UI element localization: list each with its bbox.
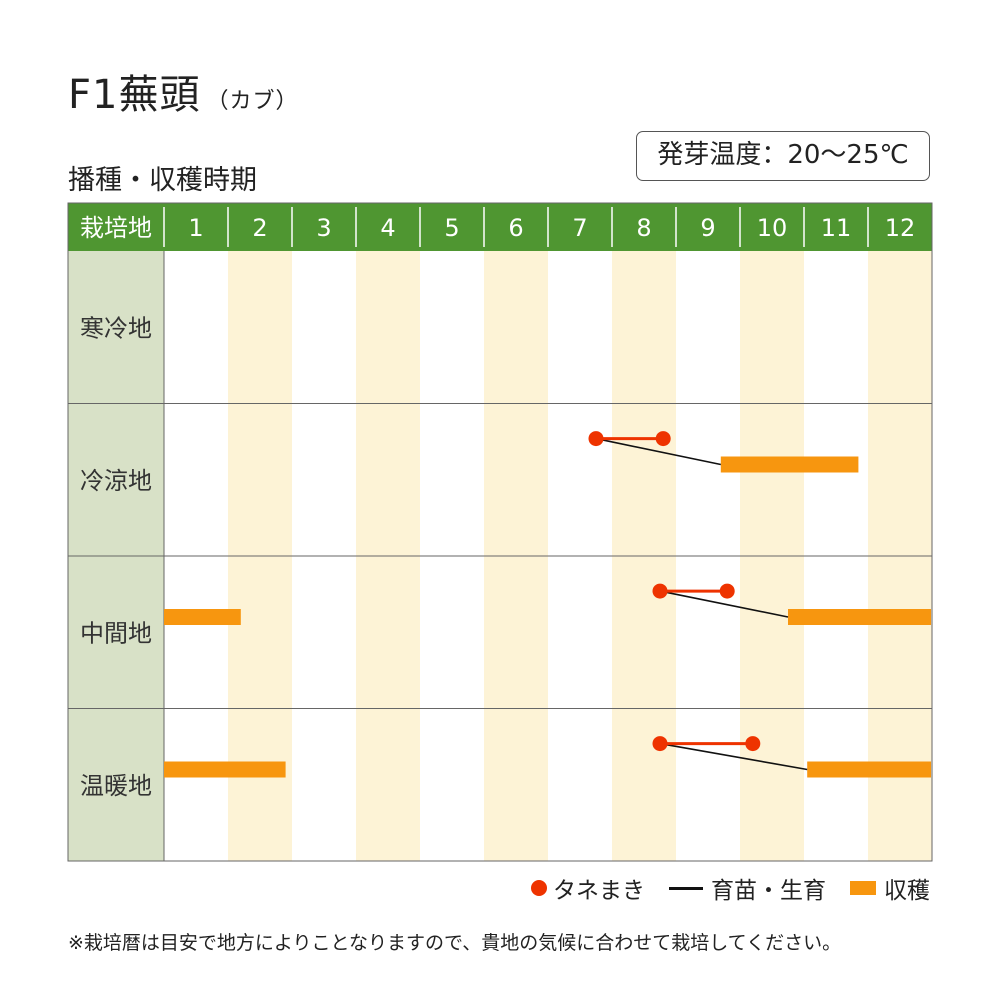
- region-label: 中間地: [80, 619, 152, 647]
- legend-sowing: タネまき: [531, 871, 645, 905]
- legend: タネまき 育苗・生育 収穫: [507, 871, 930, 905]
- sowing-start-dot: [652, 736, 668, 752]
- month-label-11: 11: [821, 214, 852, 242]
- harvest-bar: [164, 761, 286, 778]
- harvest-bar: [807, 761, 931, 778]
- sowing-start-dot: [652, 583, 668, 599]
- month-label-1: 1: [188, 214, 203, 242]
- month-label-6: 6: [508, 214, 523, 242]
- month-label-9: 9: [700, 214, 715, 242]
- sowing-start-dot: [588, 431, 604, 447]
- month-label-4: 4: [380, 214, 395, 242]
- table-border: [67, 202, 933, 862]
- month-label-7: 7: [572, 214, 587, 242]
- legend-growing: 育苗・生育: [669, 871, 826, 905]
- growing-line-icon: [669, 886, 703, 890]
- sowing-end-dot: [719, 583, 735, 599]
- month-label-12: 12: [885, 214, 916, 242]
- page-title: F1蕪頭 （カブ）: [68, 62, 298, 120]
- month-label-3: 3: [316, 214, 331, 242]
- sowing-end-dot: [655, 431, 671, 447]
- growing-line: [659, 742, 808, 771]
- row-header-label: 栽培地: [80, 214, 152, 242]
- germination-temperature-box: 発芽温度：20〜25℃: [636, 131, 930, 181]
- footnote: ※栽培暦は目安で地方によりことなりますので、貴地の気候に合わせて栽培してください…: [68, 932, 842, 954]
- title-main: F1蕪頭: [68, 72, 201, 118]
- sowing-end-dot: [745, 736, 761, 752]
- month-label-5: 5: [444, 214, 459, 242]
- region-label: 寒冷地: [80, 314, 152, 342]
- legend-growing-label: 育苗・生育: [711, 878, 826, 904]
- harvest-bar: [720, 456, 859, 473]
- growing-line: [595, 437, 721, 466]
- legend-sowing-label: タネまき: [553, 878, 645, 904]
- region-label: 冷涼地: [80, 467, 152, 495]
- legend-harvest-label: 収穫: [884, 878, 930, 904]
- header-band: [68, 203, 932, 251]
- chart-subtitle: 播種・収穫時期: [68, 165, 257, 196]
- region-label: 温暖地: [80, 772, 152, 800]
- sowing-dot-icon: [531, 880, 547, 896]
- month-label-8: 8: [636, 214, 651, 242]
- month-label-2: 2: [252, 214, 267, 242]
- harvest-bar: [788, 609, 931, 625]
- harvest-bar: [164, 609, 241, 625]
- legend-harvest: 収穫: [850, 871, 930, 905]
- growing-line: [659, 590, 789, 618]
- title-sub: （カブ）: [206, 89, 299, 114]
- harvest-bar-icon: [850, 881, 876, 895]
- month-label-10: 10: [757, 214, 788, 242]
